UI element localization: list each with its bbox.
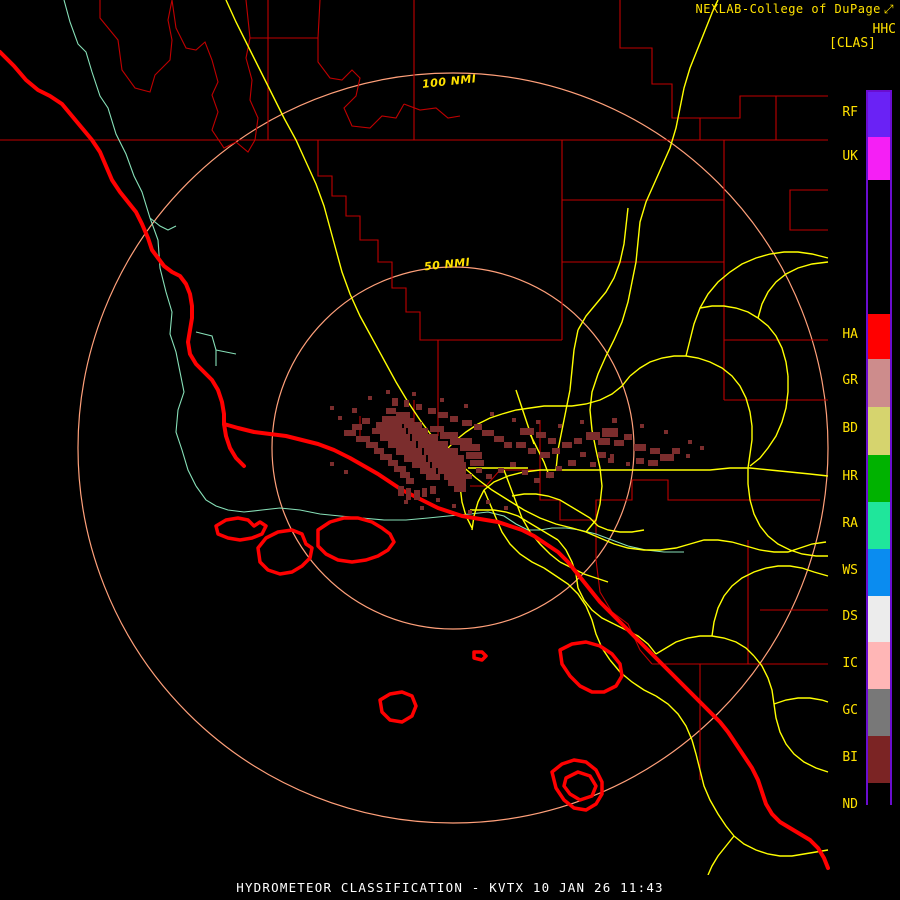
- legend-swatch-ha: [868, 314, 890, 359]
- status-bar: HYDROMETEOR CLASSIFICATION - KVTX 10 JAN…: [0, 875, 900, 900]
- legend-label-gr: GR: [842, 373, 858, 388]
- legend-swatch-ds: [868, 596, 890, 642]
- header-title: NEXLAB-College of DuPage: [695, 2, 881, 16]
- legend-swatch-ra: [868, 502, 890, 549]
- legend-swatch-uk: [868, 137, 890, 180]
- legend-label-uk: UK: [842, 148, 858, 164]
- island-layer: [214, 516, 624, 812]
- legend-label-gc: GC: [842, 702, 858, 718]
- status-text: HYDROMETEOR CLASSIFICATION - KVTX 10 JAN…: [236, 880, 664, 895]
- legend-label-ws: WS: [842, 562, 858, 578]
- county-boundaries: [0, 0, 828, 780]
- legend-label-ra: RA: [842, 515, 858, 531]
- legend-label-bd: BD: [842, 421, 858, 436]
- legend-panel: HHC [CLAS] RF UK HA GR BD HR RA WS DS IC GC BI ND: [829, 0, 900, 875]
- radar-map-panel[interactable]: 50 NMI 100 NMI: [0, 0, 830, 875]
- legend-swatch-bd: [868, 407, 890, 455]
- map-vector-layer: [0, 0, 830, 875]
- legend-swatch-gr: [868, 359, 890, 407]
- resize-arrow-icon[interactable]: ⤢: [883, 2, 894, 16]
- range-ring-100: [77, 72, 829, 824]
- legend-label-bi: BI: [842, 749, 858, 765]
- legend-label-nd: ND: [842, 796, 858, 812]
- legend-units: [CLAS]: [829, 36, 876, 51]
- header-attribution: NEXLAB-College of DuPage ⤢: [696, 2, 895, 16]
- legend-label-ic: IC: [842, 655, 858, 671]
- legend-swatch-hr: [868, 455, 890, 502]
- river-layer: [63, 0, 684, 553]
- color-scale-bar[interactable]: [866, 90, 892, 830]
- legend-swatch-gc: [868, 689, 890, 736]
- legend-swatch-rf: [868, 92, 890, 137]
- legend-label-ha: HA: [842, 326, 858, 342]
- coastline-layer: [0, 50, 830, 870]
- legend-swatch-ws: [868, 549, 890, 596]
- legend-product-code: HHC: [872, 22, 896, 37]
- legend-swatch-nd: [868, 783, 890, 830]
- legend-swatch-ic: [868, 642, 890, 689]
- legend-label-hr: HR: [842, 468, 858, 484]
- legend-label-rf: RF: [842, 104, 858, 120]
- legend-swatch-bi: [868, 736, 890, 783]
- radar-echo-layer: [330, 390, 704, 514]
- legend-label-ds: DS: [842, 609, 858, 624]
